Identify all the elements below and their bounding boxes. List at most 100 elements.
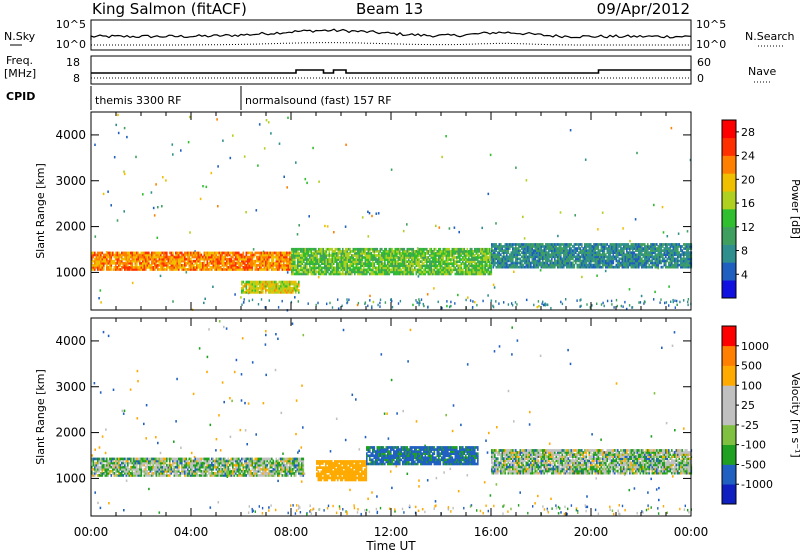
power-cell [136,257,138,261]
velocity-scatter-cell [291,322,294,325]
power-cell [546,263,549,267]
power-cell [145,268,147,271]
power-cell [179,263,182,267]
power-cell [339,247,341,251]
power-cell [271,259,273,263]
velocity-cell [100,474,102,477]
power-cell [430,254,433,257]
velocity-scatter-cell [136,369,139,373]
power-cell [641,249,643,252]
power-cell [512,263,514,267]
power-cell [573,247,576,250]
power-cell [146,259,149,263]
power-cell [233,259,236,263]
power-cell [408,262,410,265]
power-cell [206,259,209,263]
power-cell [540,261,543,265]
power-cell [507,245,510,248]
power-cell [211,257,213,261]
power-cell [262,288,264,292]
power-cell [672,245,675,248]
power-cell [522,263,525,267]
power-cell [369,254,371,257]
power-cell [414,254,416,257]
power-cell [638,243,640,246]
power-cell [683,257,685,261]
power-cell [284,280,287,284]
power-cell [298,262,301,265]
power-cell [457,266,460,270]
power-cell [360,250,362,253]
velocity-cell [100,461,102,465]
power-cell [626,249,628,252]
velocity-scatter-cell [137,380,139,383]
power-cell [360,256,362,259]
power-cell [579,265,582,269]
power-cell [552,249,555,252]
power-cell [537,245,540,248]
power-cell [660,243,663,246]
power-cell [483,256,485,259]
power-cell [638,255,640,259]
power-cell [409,270,412,274]
power-cell [474,262,476,265]
power-cell [118,255,120,259]
power-cell [587,253,589,257]
power-cell [429,254,431,257]
power-cell [557,249,559,252]
power-cell [173,257,176,261]
power-cell [650,265,652,269]
power-cell [617,249,619,252]
power-cell [602,249,604,252]
power-cell [396,272,398,276]
power-cell [202,266,204,269]
power-cell [539,251,541,254]
power-cell [304,250,307,253]
power-cell [124,255,126,259]
power-cell [408,268,410,272]
power-cell [420,266,422,270]
power-scatter-cell [199,197,202,201]
velocity-scatter-cell [302,333,305,337]
power-cell [307,254,310,257]
power-cell [357,272,359,276]
power-cell [298,270,301,274]
power-cell [687,247,690,250]
power-scatter-cell [538,305,540,308]
power-cell [262,255,264,259]
power-cell [551,257,553,261]
power-cell [324,272,326,276]
power-cell [266,261,269,265]
power-near-cell [391,299,393,303]
power-cell [142,253,144,257]
power-cell [247,291,249,294]
power-cell [142,266,144,269]
power-cell [552,247,555,250]
power-cell [596,257,598,261]
power-cell [442,266,445,270]
power-cell [158,261,161,265]
power-cell [602,253,604,257]
power-cell [481,268,484,272]
power-cell [597,261,600,265]
power-cell [339,262,341,265]
power-cell [127,266,129,269]
power-cell [534,243,537,246]
power-cell [319,247,322,251]
power-cell [582,251,585,254]
power-cell [515,253,517,257]
power-cell [585,251,588,254]
power-cell [312,270,314,274]
power-cell [310,260,313,263]
power-cell [533,257,535,261]
power-cell [477,262,479,265]
power-cell [333,260,335,263]
power-cell [193,263,195,267]
power-cell [408,252,410,255]
power-cell [379,250,382,253]
power-cell [551,243,553,246]
power-cell [366,254,368,257]
power-cell [295,268,298,272]
power-cell [647,243,649,246]
power-cell [563,261,565,265]
